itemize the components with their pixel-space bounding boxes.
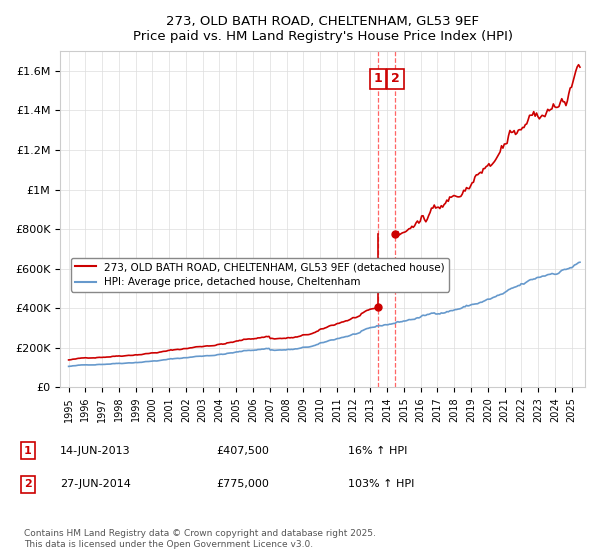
Legend: 273, OLD BATH ROAD, CHELTENHAM, GL53 9EF (detached house), HPI: Average price, d: 273, OLD BATH ROAD, CHELTENHAM, GL53 9EF…	[71, 258, 449, 292]
Text: 2: 2	[24, 479, 32, 489]
Text: 16% ↑ HPI: 16% ↑ HPI	[348, 446, 407, 456]
Text: 27-JUN-2014: 27-JUN-2014	[60, 479, 131, 489]
Title: 273, OLD BATH ROAD, CHELTENHAM, GL53 9EF
Price paid vs. HM Land Registry's House: 273, OLD BATH ROAD, CHELTENHAM, GL53 9EF…	[133, 15, 512, 43]
Text: Contains HM Land Registry data © Crown copyright and database right 2025.
This d: Contains HM Land Registry data © Crown c…	[24, 529, 376, 549]
Text: 1: 1	[374, 72, 382, 85]
Text: £775,000: £775,000	[216, 479, 269, 489]
Text: 1: 1	[24, 446, 32, 456]
Text: 103% ↑ HPI: 103% ↑ HPI	[348, 479, 415, 489]
Text: 14-JUN-2013: 14-JUN-2013	[60, 446, 131, 456]
Text: £407,500: £407,500	[216, 446, 269, 456]
Text: 2: 2	[391, 72, 400, 85]
